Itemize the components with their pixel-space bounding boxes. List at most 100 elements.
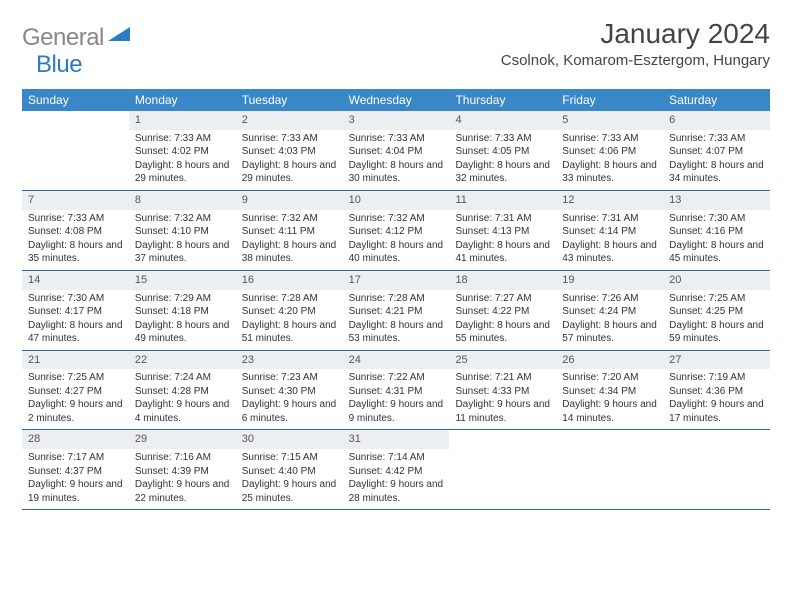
sunrise-line: Sunrise: 7:25 AM	[28, 371, 123, 385]
sunset-line: Sunset: 4:17 PM	[28, 305, 123, 319]
daylight-line: Daylight: 8 hours and 47 minutes.	[28, 319, 123, 346]
day-body: Sunrise: 7:33 AMSunset: 4:05 PMDaylight:…	[449, 130, 556, 190]
calendar: SundayMondayTuesdayWednesdayThursdayFrid…	[22, 89, 770, 510]
sunrise-line: Sunrise: 7:23 AM	[242, 371, 337, 385]
day-body: Sunrise: 7:33 AMSunset: 4:03 PMDaylight:…	[236, 130, 343, 190]
day-number: 30	[236, 430, 343, 449]
sunset-line: Sunset: 4:05 PM	[455, 145, 550, 159]
month-title: January 2024	[501, 18, 770, 50]
daylight-line: Daylight: 8 hours and 32 minutes.	[455, 159, 550, 186]
dow-cell: Tuesday	[236, 89, 343, 111]
day-number: 1	[129, 111, 236, 130]
sunrise-line: Sunrise: 7:24 AM	[135, 371, 230, 385]
day-cell: 29Sunrise: 7:16 AMSunset: 4:39 PMDayligh…	[129, 430, 236, 509]
day-body: Sunrise: 7:32 AMSunset: 4:12 PMDaylight:…	[343, 210, 450, 270]
daylight-line: Daylight: 8 hours and 43 minutes.	[562, 239, 657, 266]
day-body: Sunrise: 7:21 AMSunset: 4:33 PMDaylight:…	[449, 369, 556, 429]
day-number: 28	[22, 430, 129, 449]
day-cell: 26Sunrise: 7:20 AMSunset: 4:34 PMDayligh…	[556, 351, 663, 430]
day-cell: 11Sunrise: 7:31 AMSunset: 4:13 PMDayligh…	[449, 191, 556, 270]
daylight-line: Daylight: 8 hours and 59 minutes.	[669, 319, 764, 346]
sunset-line: Sunset: 4:03 PM	[242, 145, 337, 159]
sunset-line: Sunset: 4:14 PM	[562, 225, 657, 239]
sunset-line: Sunset: 4:31 PM	[349, 385, 444, 399]
daylight-line: Daylight: 8 hours and 29 minutes.	[242, 159, 337, 186]
dow-cell: Sunday	[22, 89, 129, 111]
day-body: Sunrise: 7:31 AMSunset: 4:13 PMDaylight:…	[449, 210, 556, 270]
day-cell: 16Sunrise: 7:28 AMSunset: 4:20 PMDayligh…	[236, 271, 343, 350]
day-number: 25	[449, 351, 556, 370]
daylight-line: Daylight: 8 hours and 53 minutes.	[349, 319, 444, 346]
day-cell: 9Sunrise: 7:32 AMSunset: 4:11 PMDaylight…	[236, 191, 343, 270]
sunset-line: Sunset: 4:16 PM	[669, 225, 764, 239]
sunrise-line: Sunrise: 7:28 AM	[242, 292, 337, 306]
day-cell: 17Sunrise: 7:28 AMSunset: 4:21 PMDayligh…	[343, 271, 450, 350]
day-number: 20	[663, 271, 770, 290]
sunset-line: Sunset: 4:08 PM	[28, 225, 123, 239]
sunset-line: Sunset: 4:02 PM	[135, 145, 230, 159]
day-number: 3	[343, 111, 450, 130]
sunrise-line: Sunrise: 7:21 AM	[455, 371, 550, 385]
sunset-line: Sunset: 4:27 PM	[28, 385, 123, 399]
sunset-line: Sunset: 4:42 PM	[349, 465, 444, 479]
title-block: January 2024 Csolnok, Komarom-Esztergom,…	[501, 18, 770, 69]
day-body: Sunrise: 7:15 AMSunset: 4:40 PMDaylight:…	[236, 449, 343, 509]
day-cell: 18Sunrise: 7:27 AMSunset: 4:22 PMDayligh…	[449, 271, 556, 350]
day-cell: 20Sunrise: 7:25 AMSunset: 4:25 PMDayligh…	[663, 271, 770, 350]
sunset-line: Sunset: 4:12 PM	[349, 225, 444, 239]
day-number: 19	[556, 271, 663, 290]
sunset-line: Sunset: 4:13 PM	[455, 225, 550, 239]
sunrise-line: Sunrise: 7:14 AM	[349, 451, 444, 465]
sunset-line: Sunset: 4:04 PM	[349, 145, 444, 159]
day-number: 10	[343, 191, 450, 210]
daylight-line: Daylight: 8 hours and 41 minutes.	[455, 239, 550, 266]
sunset-line: Sunset: 4:36 PM	[669, 385, 764, 399]
dow-cell: Thursday	[449, 89, 556, 111]
day-cell: 6Sunrise: 7:33 AMSunset: 4:07 PMDaylight…	[663, 111, 770, 190]
daylight-line: Daylight: 8 hours and 55 minutes.	[455, 319, 550, 346]
day-number: 14	[22, 271, 129, 290]
day-body: Sunrise: 7:33 AMSunset: 4:06 PMDaylight:…	[556, 130, 663, 190]
daylight-line: Daylight: 8 hours and 33 minutes.	[562, 159, 657, 186]
day-cell: 14Sunrise: 7:30 AMSunset: 4:17 PMDayligh…	[22, 271, 129, 350]
day-body: Sunrise: 7:30 AMSunset: 4:16 PMDaylight:…	[663, 210, 770, 270]
day-number: 23	[236, 351, 343, 370]
day-number: 4	[449, 111, 556, 130]
day-number: 8	[129, 191, 236, 210]
day-body: Sunrise: 7:28 AMSunset: 4:21 PMDaylight:…	[343, 290, 450, 350]
daylight-line: Daylight: 8 hours and 34 minutes.	[669, 159, 764, 186]
day-body: Sunrise: 7:32 AMSunset: 4:10 PMDaylight:…	[129, 210, 236, 270]
calendar-body: 1 Sunrise: 7:33 AM Sunset: 4:02 PM Daylight…	[22, 111, 770, 510]
location: Csolnok, Komarom-Esztergom, Hungary	[501, 52, 770, 69]
daylight-line: Daylight: 8 hours and 40 minutes.	[349, 239, 444, 266]
sunrise-line: Sunrise: 7:28 AM	[349, 292, 444, 306]
day-number: 15	[129, 271, 236, 290]
day-of-week-header: SundayMondayTuesdayWednesdayThursdayFrid…	[22, 89, 770, 111]
daylight-line: Daylight: 9 hours and 19 minutes.	[28, 478, 123, 505]
day-body: Sunrise: 7:32 AMSunset: 4:11 PMDaylight:…	[236, 210, 343, 270]
sunset-line: Sunset: 4:39 PM	[135, 465, 230, 479]
daylight-line: Daylight: 8 hours and 51 minutes.	[242, 319, 337, 346]
sunrise-line: Sunrise: 7:33 AM	[242, 132, 337, 146]
sunrise-line: Sunrise: 7:19 AM	[669, 371, 764, 385]
day-number: 11	[449, 191, 556, 210]
sunrise-line: Sunrise: 7:32 AM	[135, 212, 230, 226]
daylight-line: Daylight: 9 hours and 2 minutes.	[28, 398, 123, 425]
dow-cell: Monday	[129, 89, 236, 111]
sunrise-line: Sunrise: 7:33 AM	[28, 212, 123, 226]
day-cell: 23Sunrise: 7:23 AMSunset: 4:30 PMDayligh…	[236, 351, 343, 430]
day-number: 26	[556, 351, 663, 370]
logo: General	[22, 24, 132, 52]
daylight-line: Daylight: 9 hours and 14 minutes.	[562, 398, 657, 425]
day-cell: 31Sunrise: 7:14 AMSunset: 4:42 PMDayligh…	[343, 430, 450, 509]
daylight-line: Daylight: 8 hours and 49 minutes.	[135, 319, 230, 346]
day-number: 31	[343, 430, 450, 449]
daylight-line: Daylight: 8 hours and 57 minutes.	[562, 319, 657, 346]
sunrise-line: Sunrise: 7:17 AM	[28, 451, 123, 465]
day-cell: 15Sunrise: 7:29 AMSunset: 4:18 PMDayligh…	[129, 271, 236, 350]
day-body: Sunrise: 7:23 AMSunset: 4:30 PMDaylight:…	[236, 369, 343, 429]
day-number: 17	[343, 271, 450, 290]
daylight-line: Daylight: 9 hours and 4 minutes.	[135, 398, 230, 425]
daylight-line: Daylight: 9 hours and 11 minutes.	[455, 398, 550, 425]
day-body: Sunrise: 7:28 AMSunset: 4:20 PMDaylight:…	[236, 290, 343, 350]
